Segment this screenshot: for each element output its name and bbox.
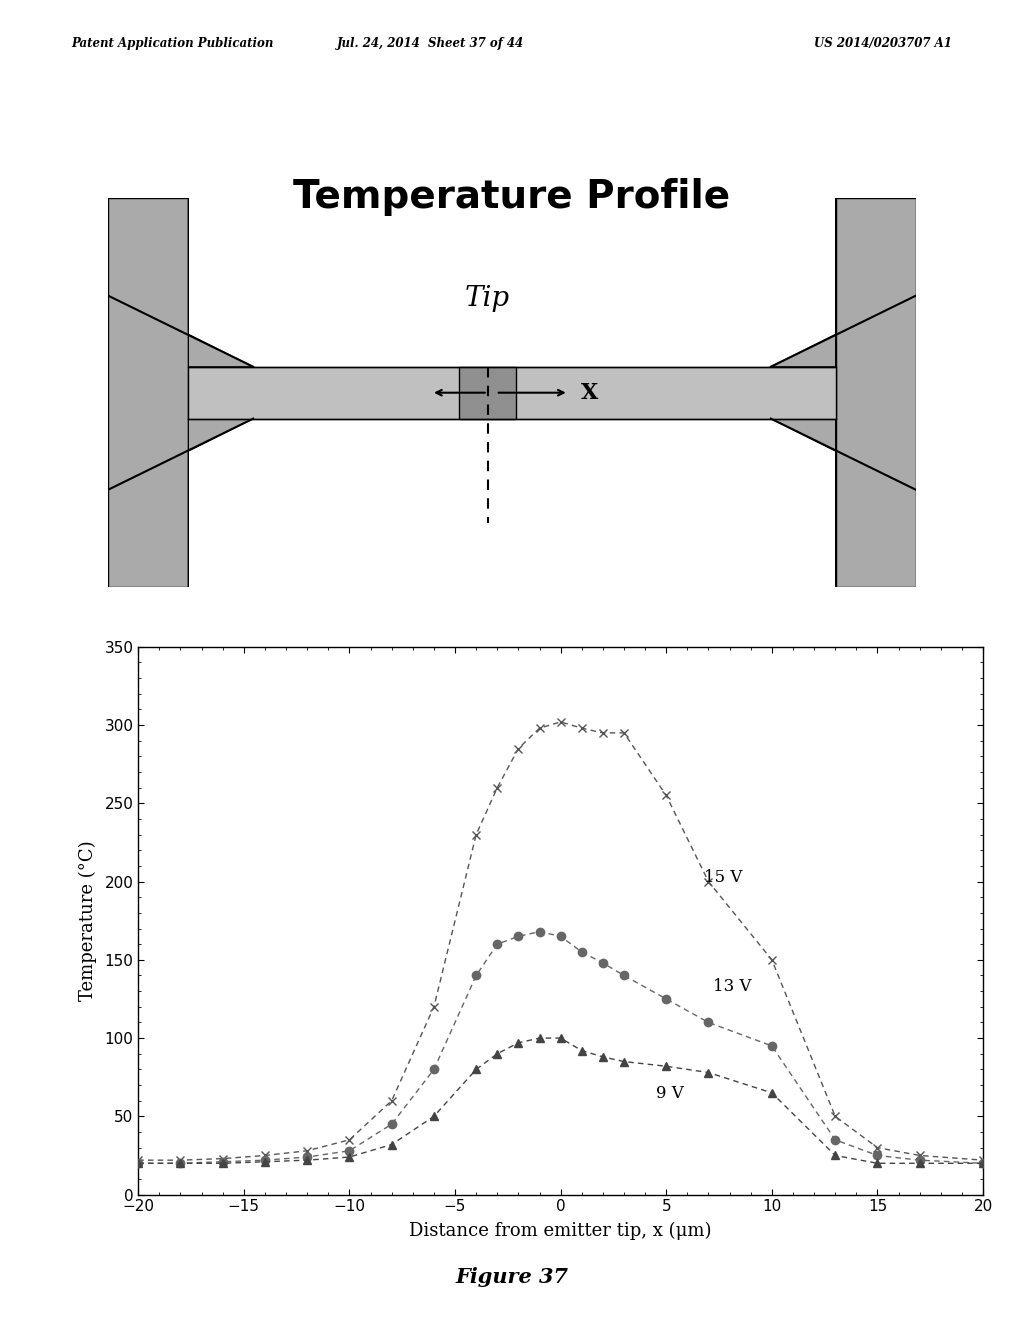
Text: Tip: Tip xyxy=(465,285,510,312)
X-axis label: Distance from emitter tip, x (μm): Distance from emitter tip, x (μm) xyxy=(410,1221,712,1239)
Bar xyxy=(836,198,916,587)
Bar xyxy=(188,198,836,367)
Text: 9 V: 9 V xyxy=(655,1085,683,1102)
Text: Temperature Profile: Temperature Profile xyxy=(294,178,730,216)
Text: 15 V: 15 V xyxy=(705,869,742,886)
Text: US 2014/0203707 A1: US 2014/0203707 A1 xyxy=(814,37,952,50)
Text: Figure 37: Figure 37 xyxy=(456,1267,568,1287)
Bar xyxy=(460,367,516,418)
Bar xyxy=(188,418,836,587)
Polygon shape xyxy=(771,198,836,367)
Text: X: X xyxy=(581,381,598,404)
Polygon shape xyxy=(771,418,836,587)
Text: Patent Application Publication: Patent Application Publication xyxy=(72,37,274,50)
Polygon shape xyxy=(188,418,253,587)
Bar xyxy=(188,367,836,418)
Text: 13 V: 13 V xyxy=(713,978,752,995)
Bar xyxy=(108,198,188,587)
Text: Jul. 24, 2014  Sheet 37 of 44: Jul. 24, 2014 Sheet 37 of 44 xyxy=(337,37,523,50)
Y-axis label: Temperature (°C): Temperature (°C) xyxy=(79,841,97,1001)
Polygon shape xyxy=(188,198,253,367)
